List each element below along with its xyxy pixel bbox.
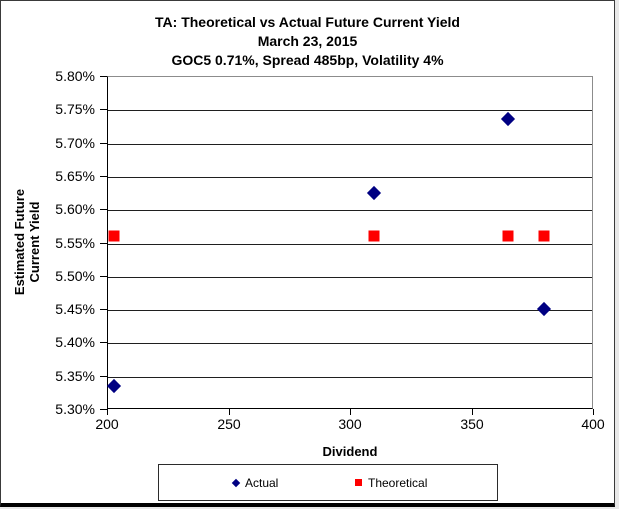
x-tick-mark xyxy=(350,409,351,415)
data-point-theoretical xyxy=(502,230,514,242)
y-tick-label: 5.55% xyxy=(55,235,95,251)
gridline xyxy=(108,110,592,111)
x-tick-mark xyxy=(107,409,108,415)
y-tick-label: 5.50% xyxy=(55,268,95,284)
y-tick-mark xyxy=(100,376,107,377)
y-tick-mark xyxy=(100,309,107,310)
data-point-theoretical xyxy=(538,230,550,242)
y-axis-title-line1: Estimated Future xyxy=(12,188,27,296)
y-tick-label: 5.60% xyxy=(55,201,95,217)
plot-area xyxy=(107,76,593,409)
data-point-theoretical xyxy=(368,230,380,242)
y-tick-mark xyxy=(100,342,107,343)
y-tick-mark xyxy=(100,76,107,77)
y-tick-mark xyxy=(100,143,107,144)
y-tick-label: 5.40% xyxy=(55,334,95,350)
y-tick-mark xyxy=(100,409,107,410)
gridline xyxy=(108,244,592,245)
chart-title-block: TA: Theoretical vs Actual Future Current… xyxy=(1,13,614,70)
theoretical-square-icon xyxy=(355,479,362,486)
legend-entry-theoretical: Theoretical xyxy=(355,465,427,500)
y-tick-mark xyxy=(100,109,107,110)
gridline xyxy=(108,343,592,344)
x-tick-mark xyxy=(472,409,473,415)
legend-entry-actual: Actual xyxy=(231,465,279,500)
y-tick-label: 5.65% xyxy=(55,168,95,184)
y-tick-label: 5.35% xyxy=(55,368,95,384)
y-tick-label: 5.30% xyxy=(55,401,95,417)
gridline xyxy=(108,177,592,178)
y-tick-label: 5.45% xyxy=(55,301,95,317)
y-tick-mark xyxy=(100,176,107,177)
gridline xyxy=(108,277,592,278)
y-tick-mark xyxy=(100,243,107,244)
y-tick-label: 5.80% xyxy=(55,68,95,84)
x-tick-mark xyxy=(593,409,594,415)
gridline xyxy=(108,210,592,211)
chart-subtitle-params: GOC5 0.71%, Spread 485bp, Volatility 4% xyxy=(171,52,444,68)
legend: Actual Theoretical xyxy=(158,464,498,501)
y-tick-mark xyxy=(100,276,107,277)
data-point-theoretical xyxy=(108,230,120,242)
x-tick-label: 250 xyxy=(217,416,241,432)
legend-label-actual: Actual xyxy=(245,475,279,490)
x-tick-label: 400 xyxy=(581,416,605,432)
gridline xyxy=(108,310,592,311)
y-tick-mark xyxy=(100,209,107,210)
x-tick-label: 350 xyxy=(460,416,484,432)
legend-label-theoretical: Theoretical xyxy=(368,475,428,490)
x-tick-label: 300 xyxy=(338,416,362,432)
y-tick-label: 5.70% xyxy=(55,135,95,151)
gridline xyxy=(108,144,592,145)
chart-subtitle-date: March 23, 2015 xyxy=(257,33,358,49)
actual-diamond-icon xyxy=(231,478,241,487)
y-tick-label: 5.75% xyxy=(55,101,95,117)
x-tick-mark xyxy=(229,409,230,415)
x-tick-label: 200 xyxy=(95,416,119,432)
chart-title: TA: Theoretical vs Actual Future Current… xyxy=(155,14,460,30)
x-axis-title: Dividend xyxy=(322,444,378,459)
gridline xyxy=(108,377,592,378)
